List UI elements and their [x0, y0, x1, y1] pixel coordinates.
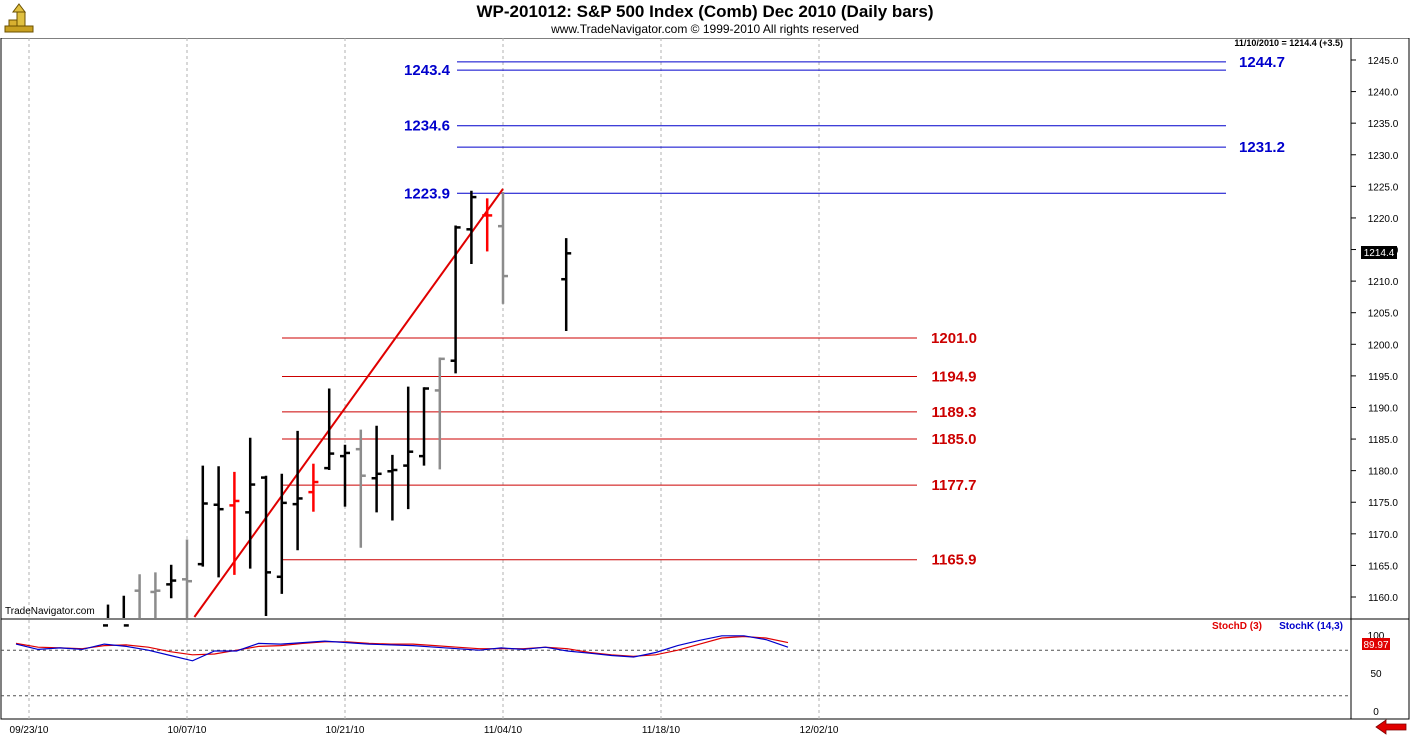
- price-axis-frame: [1350, 37, 1410, 620]
- y-tick-label: 1165.0: [1368, 561, 1398, 572]
- x-tick-label: 10/21/10: [326, 725, 365, 736]
- stoch-panel-frame: [0, 618, 1352, 720]
- stoch-axis-frame: [1350, 618, 1410, 720]
- last-price-box: [1361, 246, 1397, 259]
- y-tick-label: 1180.0: [1368, 467, 1398, 478]
- y-tick-label: 1200.0: [1368, 340, 1399, 351]
- stoch-last-label: 89.97: [1363, 640, 1388, 651]
- x-tick-label: 12/02/10: [800, 725, 839, 736]
- y-tick-label: 1190.0: [1368, 403, 1398, 414]
- price-levels: 1243.4 1244.7 1234.6 1231.2 1223.9 1201.0 1194…: [282, 54, 1285, 569]
- last-price-label: 1214.4: [1364, 248, 1395, 259]
- y-tick-label: 1175.0: [1368, 498, 1398, 509]
- y-tick-label: 1240.0: [1368, 88, 1399, 99]
- stoch-series-line: [15, 635, 789, 662]
- x-tick-label: 09/23/10: [10, 725, 49, 736]
- support-label: 1185.0: [931, 431, 976, 448]
- support-label: 1201.0: [931, 330, 977, 347]
- x-tick-label: 11/04/10: [484, 725, 523, 736]
- stoch-last-box: [1362, 638, 1390, 650]
- stoch-series-line: [15, 635, 789, 657]
- stochk-legend: StochK (14,3): [1279, 621, 1343, 632]
- stoch-tick-label: 100: [1368, 631, 1385, 642]
- trade-navigator-logo-icon: [4, 3, 34, 33]
- y-tick-label: 1205.0: [1368, 309, 1399, 320]
- trendline-layer: [193, 188, 504, 618]
- support-label: 1189.3: [931, 404, 976, 421]
- price-readout: 11/10/2010 = 1214.4 (+3.5): [1234, 38, 1343, 48]
- x-tick-label: 11/18/10: [642, 725, 681, 736]
- stochastic-panel: 0 50 100: [1, 631, 1385, 718]
- resistance-label: 1244.7: [1239, 54, 1285, 71]
- trendline: [193, 188, 504, 618]
- support-label: 1177.7: [931, 477, 976, 494]
- resistance-label: 1223.9: [404, 185, 450, 202]
- y-tick-label: 1230.0: [1368, 151, 1399, 162]
- y-tick-label: 1225.0: [1368, 182, 1399, 193]
- y-tick-label: 1185.0: [1368, 435, 1398, 446]
- y-tick-label: 1245.0: [1368, 56, 1399, 67]
- chart-title: WP-201012: S&P 500 Index (Comb) Dec 2010…: [476, 2, 934, 21]
- price-panel-frame: [0, 37, 1352, 620]
- y-tick-label: 1220.0: [1368, 214, 1399, 225]
- stoch-tick-label: 0: [1373, 707, 1379, 718]
- support-label: 1194.9: [931, 369, 976, 386]
- stochd-legend: StochD (3): [1212, 621, 1262, 632]
- y-tick-label: 1170.0: [1368, 530, 1398, 541]
- title-bar: WP-201012: S&P 500 Index (Comb) Dec 2010…: [0, 0, 1410, 38]
- y-tick-label: 1160.0: [1368, 593, 1398, 604]
- resistance-label: 1234.6: [404, 118, 450, 135]
- y-tick-label: 1235.0: [1368, 119, 1399, 130]
- y-tick-label: 1195.0: [1368, 372, 1398, 383]
- x-tick-label: 10/07/10: [168, 725, 207, 736]
- resistance-label: 1243.4: [404, 62, 451, 79]
- watermark: TradeNavigator.com: [5, 606, 95, 617]
- date-axis: 09/23/10 10/07/10 10/21/10 11/04/10 11/18/10…: [10, 725, 839, 736]
- chart-subtitle: www.TradeNavigator.com © 1999-2010 All r…: [551, 22, 859, 36]
- y-tick-label: 1210.0: [1368, 277, 1399, 288]
- ohlc-bars: [103, 190, 572, 627]
- resistance-label: 1231.2: [1239, 139, 1285, 156]
- scroll-left-arrow-icon[interactable]: [1374, 719, 1408, 735]
- support-label: 1165.9: [931, 552, 976, 569]
- stoch-tick-label: 50: [1370, 669, 1382, 680]
